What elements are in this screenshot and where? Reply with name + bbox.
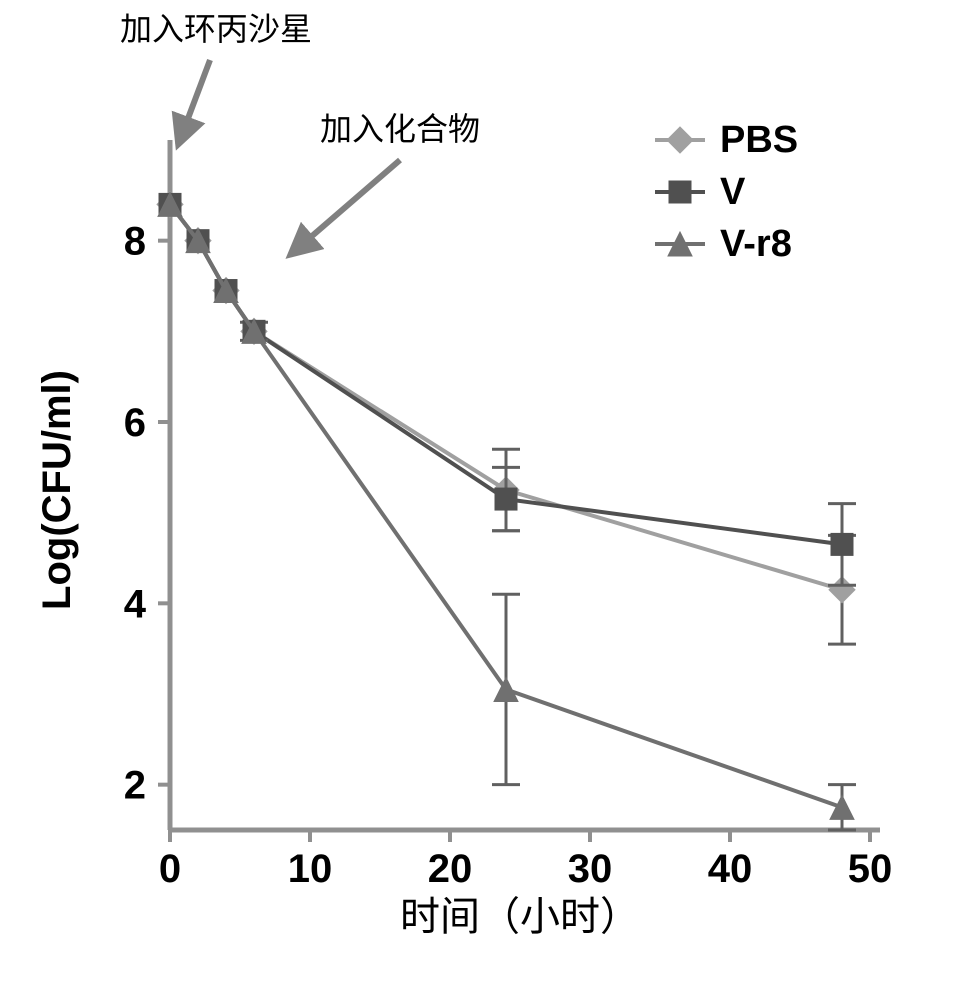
x-tick-label: 0 [159, 847, 181, 891]
annotation-text: 加入环丙沙星 [120, 11, 312, 47]
x-axis-label: 时间（小时） [400, 895, 640, 939]
x-tick-label: 20 [428, 847, 473, 891]
chart-container: 0 10 20 30 40 50 2 4 6 8 时间（小时） Log(CFU/ml) 加入环丙沙星加入… [0, 0, 975, 1000]
y-tick-label: 2 [124, 764, 146, 808]
legend-label-V-r8: V-r8 [720, 223, 792, 265]
x-tick-label: 10 [288, 847, 333, 891]
x-tick-label: 30 [568, 847, 613, 891]
y-tick-label: 4 [124, 582, 147, 626]
x-tick-label: 50 [848, 847, 893, 891]
x-tick-label: 40 [708, 847, 753, 891]
y-axis-label: Log(CFU/ml) [35, 370, 79, 610]
line-chart: 0 10 20 30 40 50 2 4 6 8 时间（小时） Log(CFU/ml) 加入环丙沙星加入… [0, 0, 975, 1000]
annotation-text: 加入化合物 [320, 111, 480, 147]
y-tick-label: 6 [124, 401, 146, 445]
legend-label-V: V [720, 171, 746, 213]
legend-label-PBS: PBS [720, 119, 798, 161]
y-tick-label: 8 [124, 220, 146, 264]
